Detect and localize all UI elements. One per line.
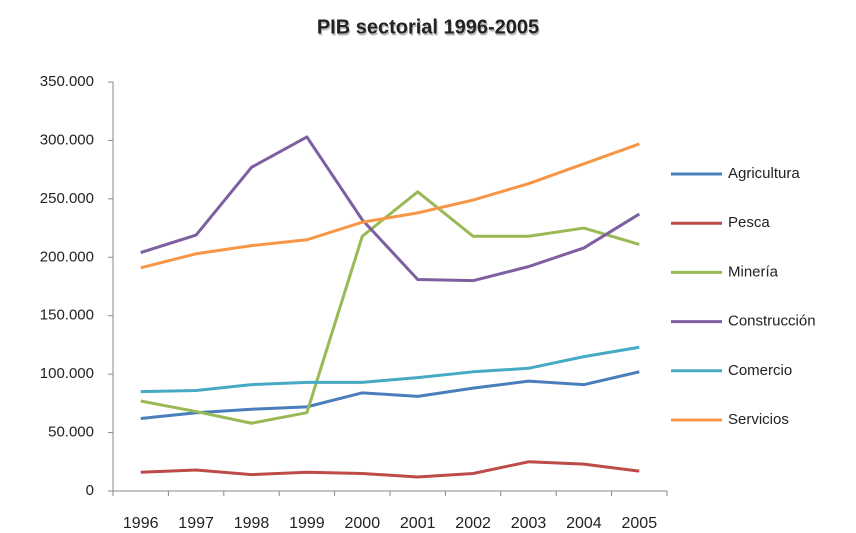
y-tick-label: 200.000: [40, 248, 94, 265]
y-tick-label: 0: [86, 482, 94, 499]
series-line: [140, 135, 641, 283]
y-tick-label: 300.000: [40, 131, 94, 148]
x-tick-label: 2000: [345, 515, 381, 532]
series-line: [140, 345, 640, 394]
chart-title-shadow: PIB sectorial 1996-2005: [318, 18, 540, 40]
x-tick-label: 2003: [511, 515, 547, 532]
y-tick-label: 150.000: [40, 307, 94, 324]
x-tick-label: 2002: [455, 515, 491, 532]
chart-title: PIB sectorial 1996-2005: [317, 16, 539, 38]
legend-label: Construcción: [728, 313, 816, 330]
legend-label: Servicios: [728, 411, 789, 428]
legend-label: Minería: [728, 263, 779, 280]
series-line: [140, 190, 640, 425]
x-tick-label: 1999: [289, 515, 325, 532]
series-line: [140, 142, 640, 270]
legend-label: Pesca: [728, 214, 770, 231]
x-tick-label: 2001: [400, 515, 436, 532]
x-tick-label: 2005: [622, 515, 658, 532]
x-tick-label: 1996: [123, 515, 159, 532]
y-tick-label: 50.000: [48, 424, 94, 441]
x-tick-label: 1997: [178, 515, 214, 532]
y-tick-label: 350.000: [40, 73, 94, 90]
y-tick-label: 100.000: [40, 365, 94, 382]
x-tick-label: 2004: [566, 515, 602, 532]
legend-label: Comercio: [728, 362, 792, 379]
y-tick-label: 250.000: [40, 190, 94, 207]
series-line: [140, 370, 640, 421]
series-line: [140, 460, 640, 479]
legend-label: Agricultura: [728, 165, 800, 182]
x-tick-label: 1998: [234, 515, 270, 532]
